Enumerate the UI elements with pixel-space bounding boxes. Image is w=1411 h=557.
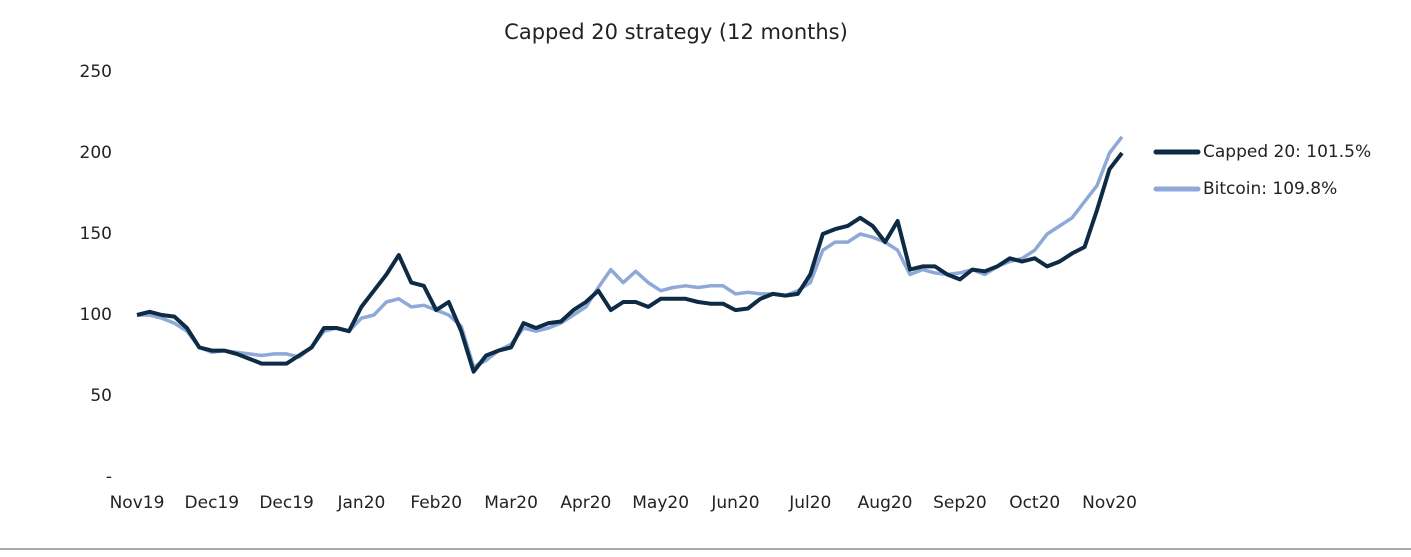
x-tick-label: Nov19 <box>110 493 165 513</box>
x-tick-label: May20 <box>632 493 689 513</box>
x-tick-label: Mar20 <box>484 493 538 513</box>
x-tick-label: Oct20 <box>1009 493 1060 513</box>
y-tick-label: 250 <box>80 62 112 82</box>
legend-label: Bitcoin: 109.8% <box>1203 179 1337 199</box>
series-line <box>136 151 1124 374</box>
x-tick-label: Jul20 <box>788 493 831 513</box>
x-tick-label: Jan20 <box>337 493 386 513</box>
x-tick-label: Nov20 <box>1082 493 1137 513</box>
legend-label: Capped 20: 101.5% <box>1203 142 1371 162</box>
x-tick-label: Sep20 <box>933 493 987 513</box>
x-tick-label: Aug20 <box>858 493 913 513</box>
x-tick-label: Dec19 <box>259 493 314 513</box>
y-tick-label: 50 <box>90 386 112 406</box>
chart-title: Capped 20 strategy (12 months) <box>504 20 848 44</box>
x-tick-label: Feb20 <box>410 493 462 513</box>
y-tick-label: 150 <box>80 224 112 244</box>
y-tick-label: 100 <box>80 305 112 325</box>
y-tick-label: - <box>106 467 112 487</box>
series-line <box>137 135 1124 369</box>
x-tick-label: Apr20 <box>560 493 611 513</box>
x-tick-label: Jun20 <box>710 493 759 513</box>
y-tick-label: 200 <box>80 143 112 163</box>
x-tick-label: Dec19 <box>185 493 240 513</box>
